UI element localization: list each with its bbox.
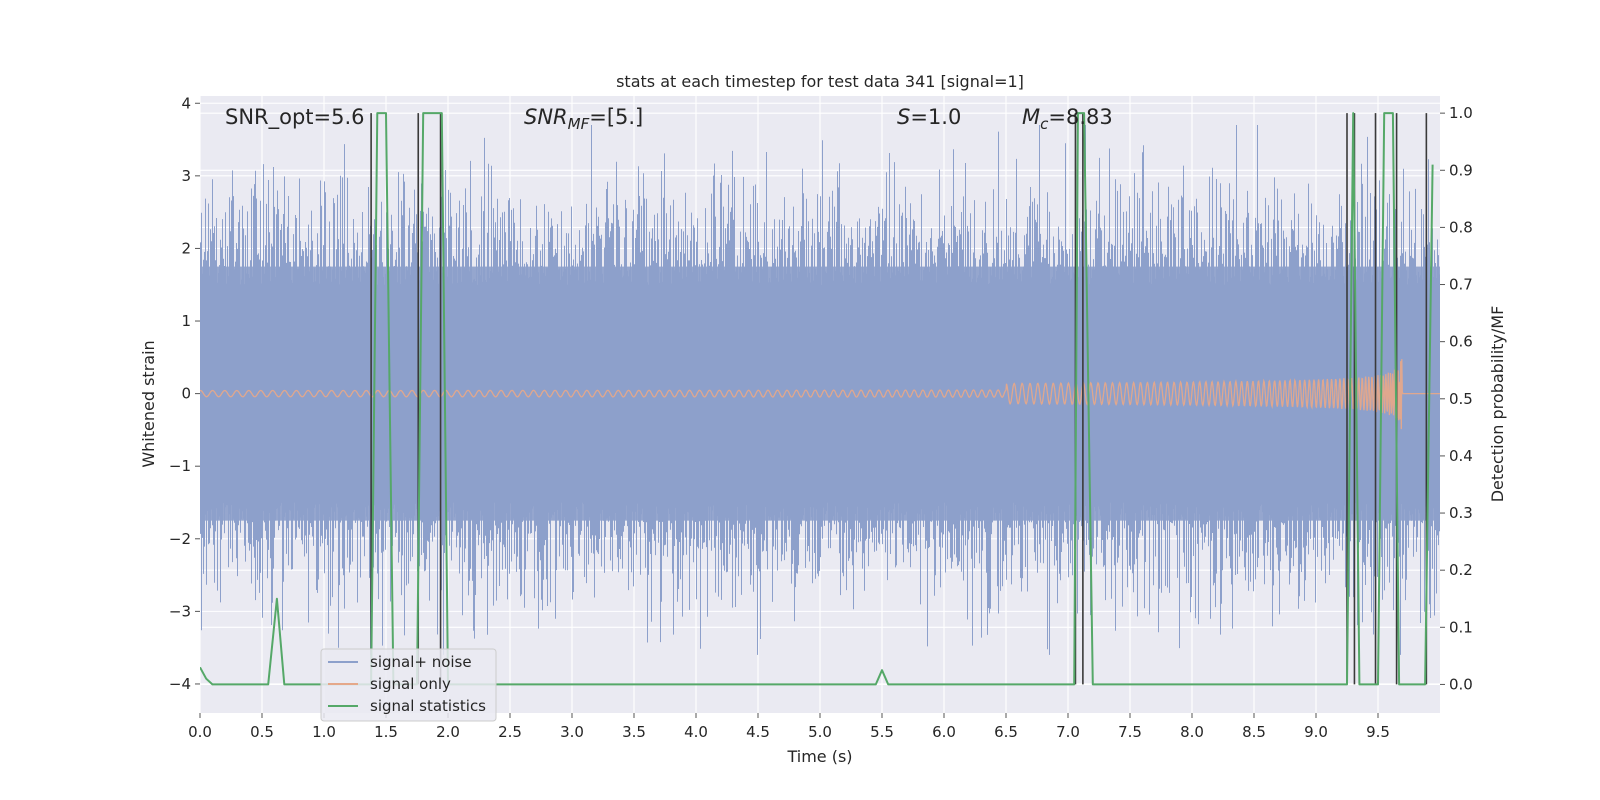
- annotation-snr-mf: SNRMF=[5.]: [524, 105, 643, 133]
- x-tick-label: 3.0: [560, 723, 584, 741]
- series-signal-only: [200, 359, 1440, 430]
- legend: signal+ noise signal only signal statist…: [320, 648, 497, 722]
- x-tick-label: 6.5: [994, 723, 1018, 741]
- x-tick-label: 0.5: [250, 723, 274, 741]
- signal-chirp: [200, 359, 1440, 430]
- noise-spikes: [200, 125, 1440, 655]
- legend-box: [320, 648, 497, 722]
- x-tick-label: 1.5: [374, 723, 398, 741]
- y-axis-label-left: Whitened strain: [139, 340, 158, 467]
- mc-subscript: c: [1040, 115, 1049, 133]
- y-tick-label: 4: [181, 94, 191, 112]
- y-right-tick-label: 0.5: [1449, 390, 1473, 408]
- y-tick-label: 0: [181, 385, 191, 403]
- y-right-tick-label: 0.3: [1449, 504, 1473, 522]
- annotation-mc: Mc=8.83: [1022, 105, 1113, 133]
- mc-symbol: M: [1022, 105, 1040, 129]
- snr-mf-value: =[5.]: [589, 105, 643, 129]
- y-tick-label: −2: [169, 530, 191, 548]
- x-tick-label: 3.5: [622, 723, 646, 741]
- y-axis-left-ticks: −4 −3 −2 −1 0 1 2 3 4: [169, 94, 200, 693]
- s-value: =1.0: [910, 105, 961, 129]
- x-tick-label: 1.0: [312, 723, 336, 741]
- y-axis-label-right: Detection probability/MF: [1488, 306, 1507, 503]
- x-tick-label: 7.5: [1118, 723, 1142, 741]
- x-axis-label: Time (s): [786, 747, 852, 766]
- y-tick-label: 1: [181, 312, 191, 330]
- y-right-tick-label: 1.0: [1449, 104, 1473, 122]
- stats-line: [200, 112, 1434, 686]
- x-tick-label: 9.0: [1304, 723, 1328, 741]
- legend-label-signal: signal only: [370, 675, 451, 693]
- y-tick-label: 3: [181, 167, 191, 185]
- y-axis-right-ticks: 0.0 0.1 0.2 0.3 0.4 0.5 0.6 0.7 0.8 0.9 1.0: [1440, 104, 1473, 693]
- mc-value: =8.83: [1048, 105, 1112, 129]
- series-signal-plus-noise: [200, 125, 1440, 655]
- x-tick-label: 8.5: [1242, 723, 1266, 741]
- x-tick-label: 9.5: [1366, 723, 1390, 741]
- y-right-tick-label: 0.6: [1449, 333, 1473, 351]
- y-right-tick-label: 0.7: [1449, 276, 1473, 294]
- y-right-tick-label: 0.4: [1449, 447, 1473, 465]
- y-right-tick-label: 0.1: [1449, 618, 1473, 636]
- x-tick-label: 4.5: [746, 723, 770, 741]
- y-right-tick-label: 0.0: [1449, 675, 1473, 693]
- y-tick-label: −3: [169, 602, 191, 620]
- y-right-tick-label: 0.2: [1449, 561, 1473, 579]
- y-right-tick-label: 0.8: [1449, 218, 1473, 236]
- x-tick-label: 0.0: [188, 723, 212, 741]
- y-tick-label: −1: [169, 457, 191, 475]
- y-tick-label: −4: [169, 675, 191, 693]
- x-tick-label: 5.5: [870, 723, 894, 741]
- annotation-s: S=1.0: [897, 105, 961, 129]
- snr-mf-symbol: SNR: [524, 105, 568, 129]
- annotation-snr-opt: SNR_opt=5.6: [225, 105, 365, 130]
- x-tick-label: 7.0: [1056, 723, 1080, 741]
- legend-label-stats: signal statistics: [370, 697, 486, 715]
- x-tick-label: 6.0: [932, 723, 956, 741]
- y-tick-label: 2: [181, 239, 191, 257]
- x-axis-ticks: 0.0 0.5 1.0 1.5 2.0 2.5 3.0 3.5 4.0 4.5 5.0 5.5 6.0 6…: [188, 713, 1390, 741]
- x-tick-label: 5.0: [808, 723, 832, 741]
- legend-label-noise: signal+ noise: [370, 653, 472, 671]
- x-tick-label: 2.5: [498, 723, 522, 741]
- y-right-tick-label: 0.9: [1449, 161, 1473, 179]
- x-tick-label: 4.0: [684, 723, 708, 741]
- x-tick-label: 8.0: [1180, 723, 1204, 741]
- chart-title: stats at each timestep for test data 341…: [616, 72, 1024, 91]
- snr-mf-subscript: MF: [568, 115, 590, 133]
- x-tick-label: 2.0: [436, 723, 460, 741]
- s-symbol: S: [897, 105, 910, 129]
